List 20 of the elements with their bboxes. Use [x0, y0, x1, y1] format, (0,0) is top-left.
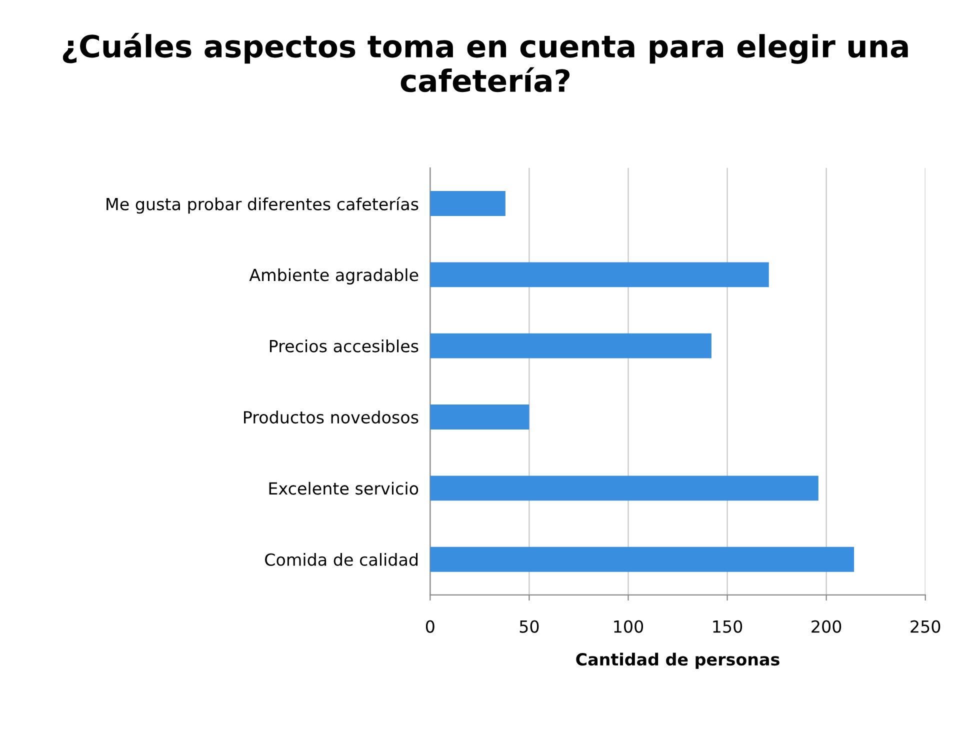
bar	[430, 333, 712, 358]
x-tick-label: 250	[910, 620, 940, 633]
y-tick-label: Productos novedosos	[244, 410, 418, 424]
y-tick-label: Me gusta probar diferentes cafeterías	[106, 196, 418, 214]
bar	[430, 191, 506, 216]
bar	[430, 546, 854, 572]
y-tick-label: Ambiente agradable	[249, 268, 418, 284]
x-tick-label: 0	[426, 620, 434, 633]
y-tick-label: Precios accesibles	[270, 340, 418, 352]
y-tick-label: Comida de calidad	[265, 553, 418, 566]
x-tick-label: 100	[614, 620, 644, 633]
bar	[430, 404, 530, 430]
x-tick-label: 150	[713, 620, 742, 633]
x-tick-label: 50	[520, 620, 539, 633]
chart-title: ¿Cuáles aspectos toma en cuenta para elegir una cafetería?	[62, 32, 908, 92]
bar	[430, 262, 769, 288]
x-axis-title: Cantidad de personas	[576, 652, 780, 669]
bar	[430, 476, 818, 501]
y-tick-label: Excelente servicio	[269, 482, 418, 495]
x-tick-label: 200	[812, 620, 842, 633]
